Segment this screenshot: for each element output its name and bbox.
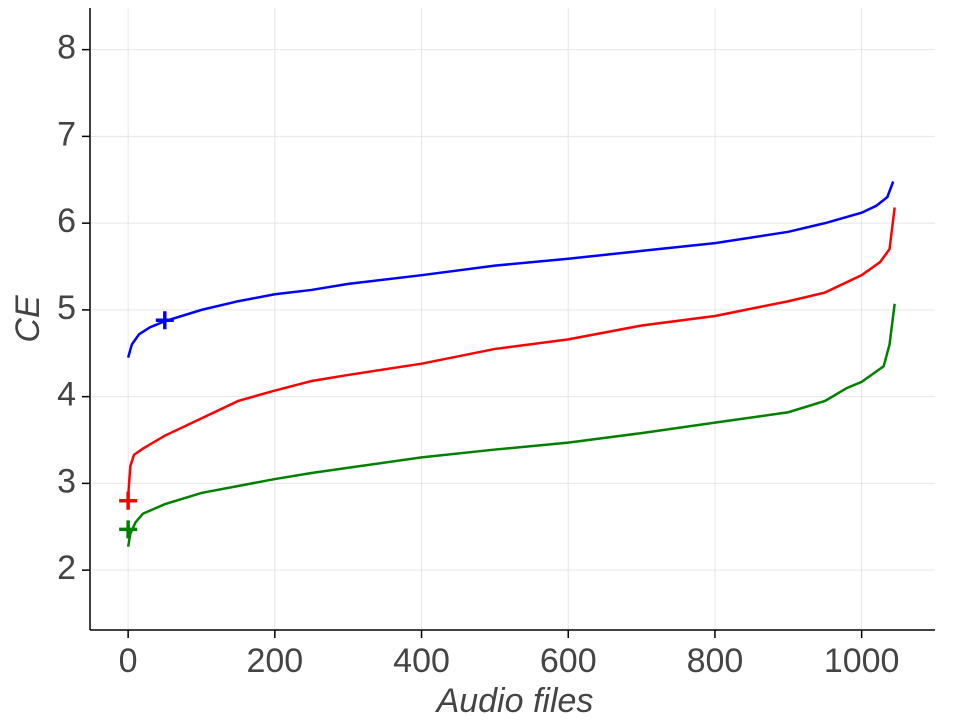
x-tick-label: 800 xyxy=(687,642,744,680)
y-tick-label: 6 xyxy=(57,202,76,240)
x-tick-label: 400 xyxy=(393,642,450,680)
y-tick-label: 2 xyxy=(57,549,76,587)
x-tick-label: 0 xyxy=(119,642,138,680)
x-tick-label: 200 xyxy=(246,642,303,680)
line xyxy=(126,303,896,547)
x-tick-label: 600 xyxy=(540,642,597,680)
x-axis-label: Audio files xyxy=(435,682,594,720)
line xyxy=(126,181,895,358)
y-tick-label: 7 xyxy=(57,115,76,153)
y-tick-label: 5 xyxy=(57,289,76,327)
y-tick-label: 8 xyxy=(57,29,76,67)
y-tick-label: 4 xyxy=(57,376,76,414)
x-tick-label: 1000 xyxy=(824,642,900,680)
marker xyxy=(119,491,138,510)
line xyxy=(126,207,896,497)
marker xyxy=(119,520,138,539)
marker xyxy=(155,311,174,330)
y-tick-label: 3 xyxy=(57,462,76,500)
y-axis-label: CE xyxy=(9,295,47,343)
